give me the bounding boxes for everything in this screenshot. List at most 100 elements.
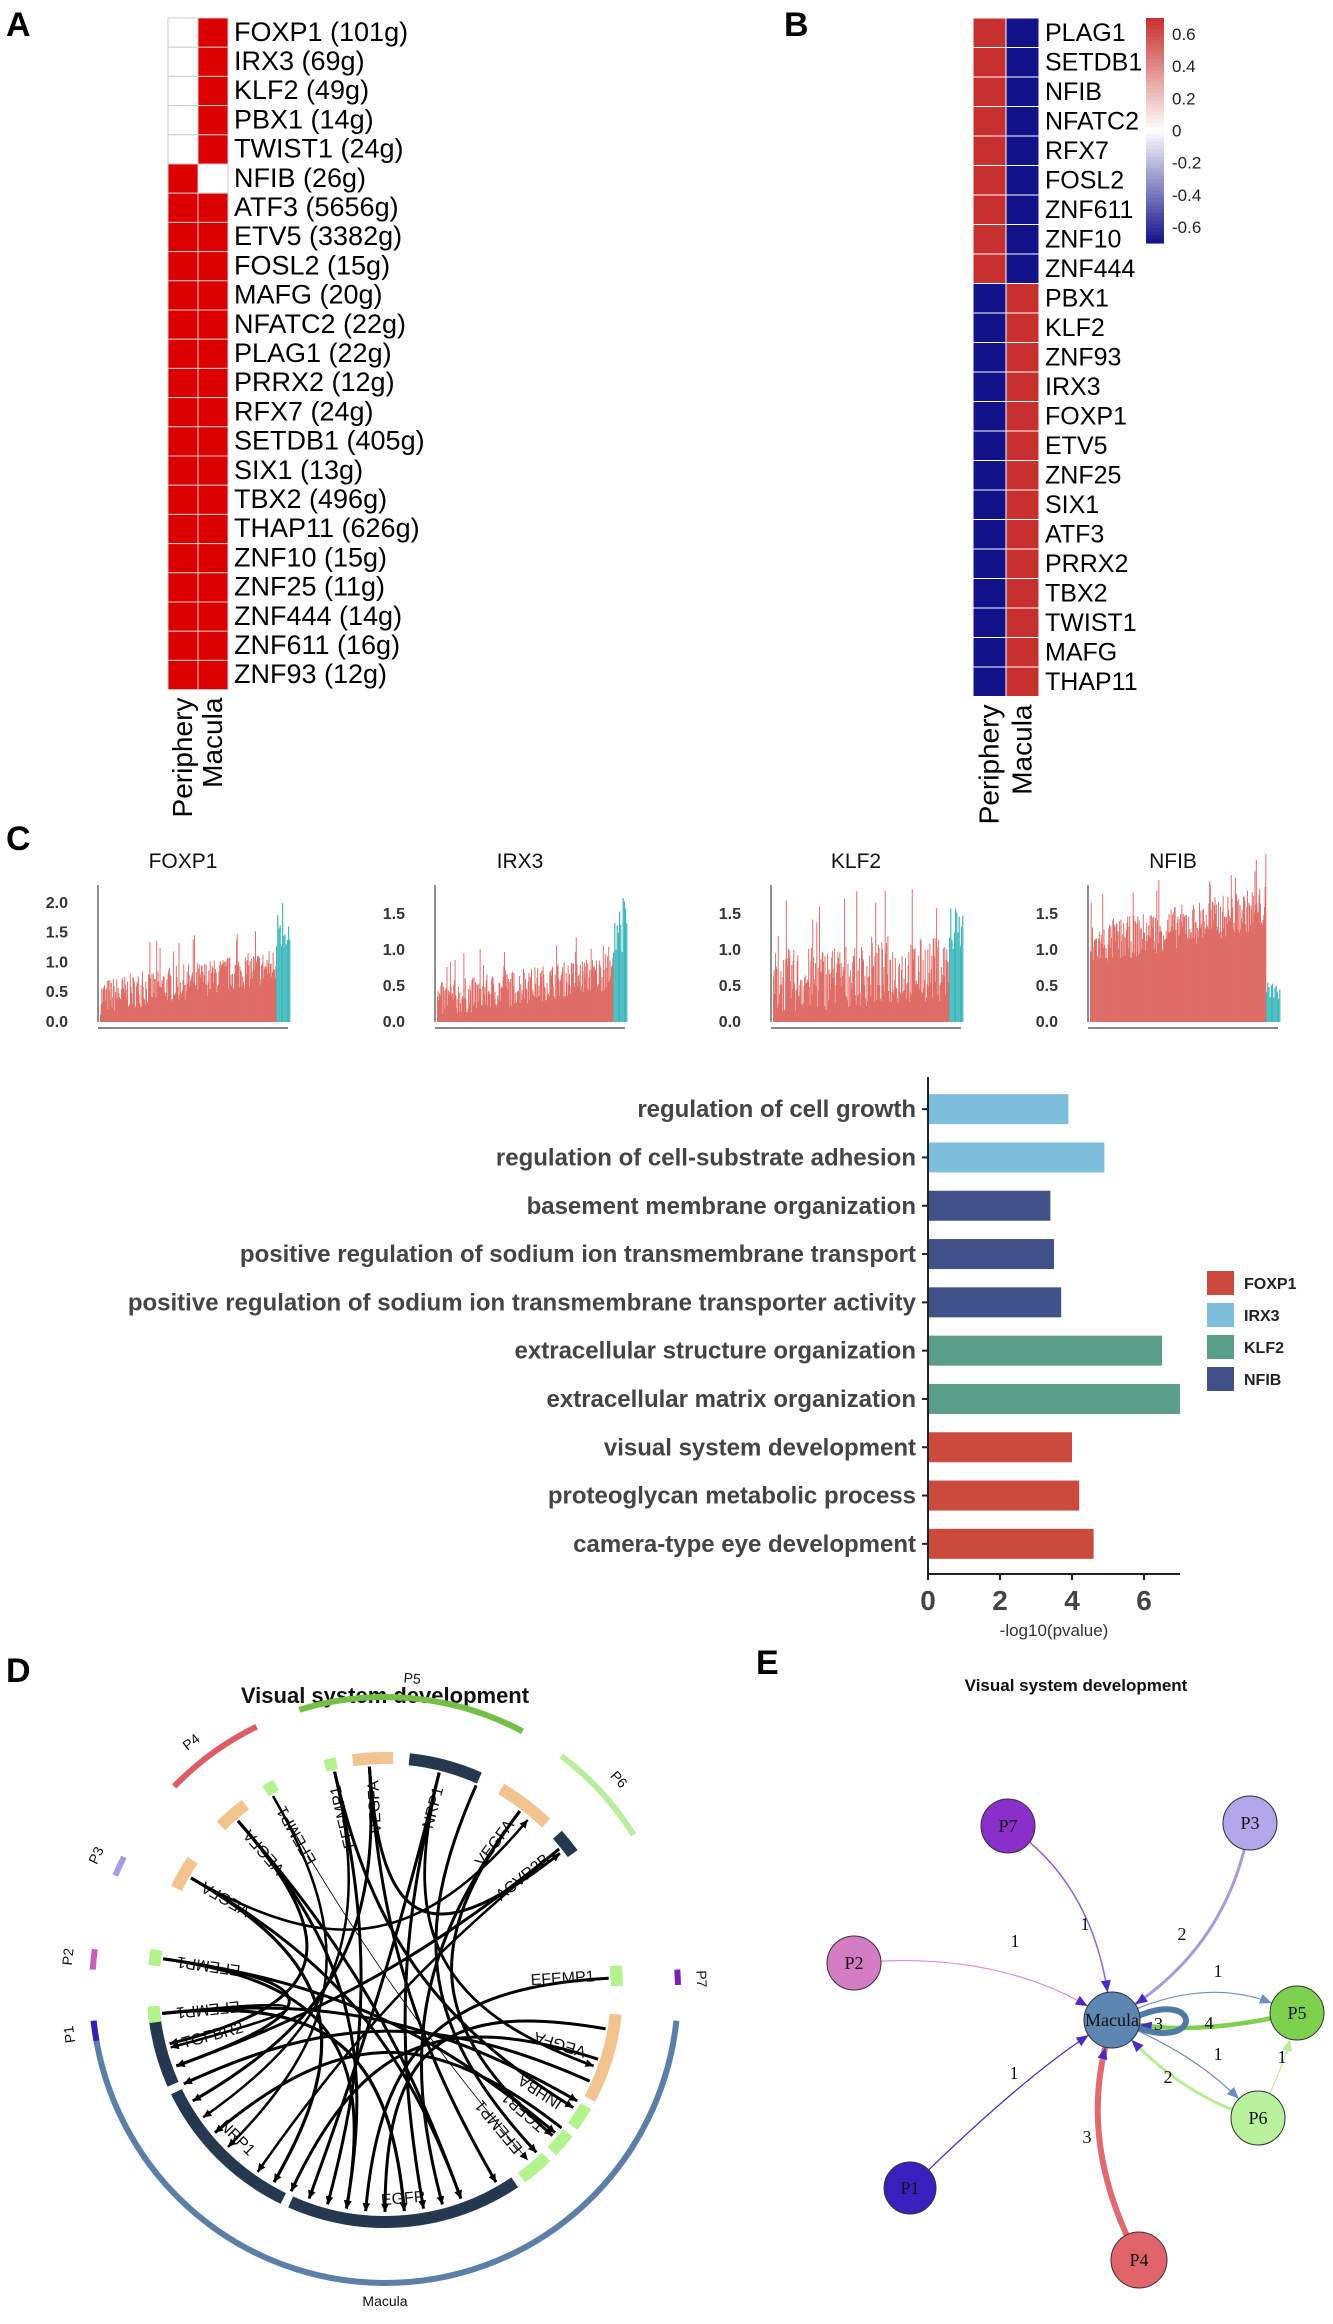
legend-label: KLF2 <box>1244 1340 1284 1357</box>
mini-plot-bar <box>265 966 267 1022</box>
mini-plot-bar <box>1098 931 1100 1022</box>
mini-plot-bar <box>803 986 805 1022</box>
mini-plot-bar <box>125 985 127 1022</box>
colorbar-segment <box>1146 201 1164 207</box>
network-node-label: P6 <box>1248 2108 1267 2128</box>
mini-plot-bar <box>227 957 229 1022</box>
mini-plot-bar <box>895 987 897 1022</box>
mini-plot-bar <box>134 1008 136 1022</box>
chord-link-arrow <box>214 2124 224 2133</box>
mini-plot-bar <box>123 992 125 1022</box>
mini-plot-bar <box>112 997 114 1022</box>
mini-plot-bar <box>216 992 218 1022</box>
mini-plot-bar <box>1177 916 1179 1022</box>
colorbar-segment <box>1146 231 1164 237</box>
heatmap-b-cell <box>972 17 1007 48</box>
heatmap-a-row-label: KLF2 (49g) <box>234 75 369 105</box>
mini-plot-bar <box>945 959 947 1022</box>
heatmap-a-col-label: Periphery <box>167 698 198 818</box>
mini-plot-bar <box>838 964 840 1022</box>
heatmap-a-cell <box>167 17 199 48</box>
mini-plot-bar <box>800 979 802 1022</box>
mini-plot-bar <box>540 976 542 1022</box>
mini-plot-bar <box>121 978 123 1022</box>
mini-plot-bar <box>453 984 455 1022</box>
chord-gene-arc <box>408 1753 482 1784</box>
mini-plot-bar <box>494 992 496 1022</box>
mini-plot-bar <box>554 998 556 1022</box>
colorbar-segment <box>1146 216 1164 222</box>
mini-plot-bar <box>891 992 893 1022</box>
mini-plot-bar <box>780 971 782 1022</box>
mini-plot-bar <box>185 991 187 1022</box>
heatmap-a-row-label: TWIST1 (24g) <box>234 134 404 164</box>
legend-swatch <box>1207 1271 1234 1295</box>
mini-plot-bar <box>789 981 791 1022</box>
mini-plot-bar <box>913 959 915 1022</box>
mini-plot-bar <box>815 986 817 1022</box>
network-graph: Visual system development 1 2113143121Mac… <box>826 1676 1325 2289</box>
mini-plot-bar <box>832 977 834 1022</box>
network-edge-arrow <box>1226 2086 1239 2099</box>
mini-plot-tail-bar <box>955 908 957 1022</box>
network-edge-arrow <box>1074 1995 1088 2007</box>
mini-plot-bar <box>192 972 194 1022</box>
chord-link-arrow <box>418 2199 426 2209</box>
mini-plot-bar <box>225 961 227 1022</box>
mini-plot-bar <box>188 975 190 1022</box>
colorbar-segment <box>1146 85 1164 90</box>
mini-plot-bar <box>188 964 189 1022</box>
mini-plot-bar <box>471 979 473 1022</box>
mini-plot-bar <box>546 982 548 1022</box>
chord-link-arrow <box>183 2076 193 2084</box>
chord-gene-arc <box>584 2013 622 2102</box>
mini-plot-bar <box>911 994 913 1022</box>
mini-plot-bar <box>141 972 143 1022</box>
mini-plot-bar <box>153 992 155 1022</box>
enrichment-bar <box>928 1239 1054 1270</box>
mini-plot-bar <box>786 958 788 1022</box>
mini-plot-tail-bar <box>623 901 625 1022</box>
mini-plot-bar <box>925 1001 927 1022</box>
mini-plot-bar <box>1159 925 1161 1022</box>
colorbar-segment <box>1146 21 1164 27</box>
mini-plot-bar <box>478 988 480 1022</box>
mini-plot-bar <box>564 997 566 1022</box>
mini-plot-bar <box>581 961 583 1022</box>
mini-plot-bar <box>465 999 467 1022</box>
mini-plot-bar <box>525 978 526 1022</box>
mini-plot-bar <box>542 966 544 1022</box>
mini-plot-bar <box>158 981 160 1022</box>
mini-plot-bar <box>263 969 265 1022</box>
heatmap-b-row-label: THAP11 <box>1045 668 1138 696</box>
heatmap-a-cell <box>167 630 199 661</box>
mini-plot-bar <box>537 996 539 1022</box>
colorbar-segment <box>1146 228 1164 233</box>
chord-link-arrow <box>564 2100 574 2108</box>
colorbar-segment <box>1146 183 1164 188</box>
mini-plot-bar <box>241 987 243 1022</box>
chord-gene-arc <box>547 2129 573 2156</box>
heatmap-a-row-label: ETV5 (3382g) <box>234 221 402 251</box>
chord-link <box>383 2019 606 2213</box>
mini-plot-bar <box>934 956 936 1022</box>
mini-plot-bar <box>870 995 872 1022</box>
mini-plot-bar <box>516 1002 518 1022</box>
mini-plot-bar <box>1231 898 1233 1022</box>
mini-plot-bar <box>871 943 873 1022</box>
colorbar-segment <box>1146 25 1164 30</box>
mini-plot-bar <box>222 960 224 1022</box>
mini-plot-bar <box>610 967 612 1022</box>
colorbar-segment <box>1146 179 1164 184</box>
heatmap-a-cell <box>167 338 199 369</box>
mini-plot-bar <box>547 994 549 1022</box>
chord-link-arrow <box>308 2189 316 2199</box>
mini-plot-bar <box>481 1005 483 1022</box>
chord-gene-arc <box>262 1779 279 1797</box>
mini-plot-bar <box>930 969 932 1022</box>
mini-plot-bar <box>588 977 590 1022</box>
chord-link-arrow <box>344 2199 352 2209</box>
mini-plot-bar <box>467 1009 469 1022</box>
heatmap-a-cell <box>197 601 229 632</box>
